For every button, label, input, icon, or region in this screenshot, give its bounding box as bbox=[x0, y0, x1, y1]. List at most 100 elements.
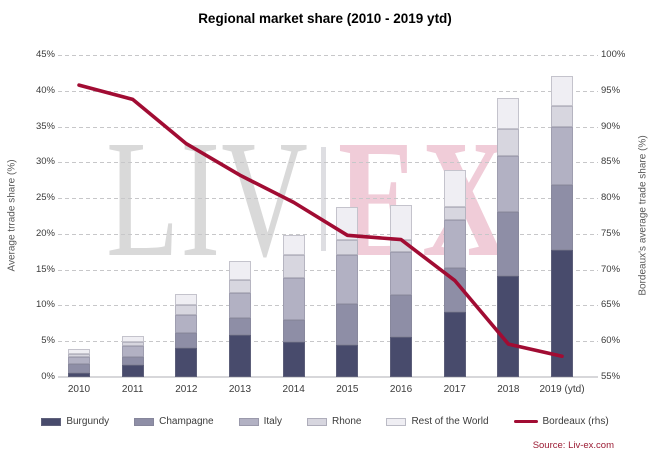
legend-color-swatch bbox=[134, 417, 155, 426]
legend: Burgundy Champagne Italy Rhone Rest of the W… bbox=[0, 416, 650, 427]
right-tick-label: 75% bbox=[601, 227, 621, 239]
right-tick-label: 90% bbox=[601, 120, 621, 132]
bar-segment-italy bbox=[497, 155, 520, 213]
left-tick-label: 35% bbox=[35, 120, 55, 132]
bar-segment-champagne bbox=[497, 212, 520, 277]
bar-segment-rhone bbox=[175, 305, 198, 315]
bar-segment-italy bbox=[229, 292, 251, 318]
bar-segment-rest-of-the-world bbox=[551, 75, 574, 106]
legend-item-champagne: Champagne bbox=[134, 416, 214, 427]
right-tick-label: 100% bbox=[601, 49, 626, 60]
gridline bbox=[58, 305, 598, 307]
bar-segment-burgundy bbox=[175, 348, 198, 377]
bordeaux-line bbox=[77, 83, 564, 359]
legend-color-swatch bbox=[386, 417, 407, 426]
right-tick-label: 70% bbox=[601, 263, 621, 275]
gridline bbox=[58, 162, 598, 164]
bar-segment-champagne bbox=[68, 364, 90, 373]
x-axis-label: 2011 bbox=[121, 384, 144, 395]
bar-segment-rest-of-the-world bbox=[68, 349, 90, 355]
gridline bbox=[58, 233, 598, 235]
gridline bbox=[58, 269, 598, 271]
legend-label: Rhone bbox=[331, 416, 362, 427]
bar-segment-champagne bbox=[551, 185, 574, 250]
bar-segment-rhone bbox=[497, 129, 520, 156]
bar-segment-italy bbox=[282, 278, 305, 320]
bar-segment-rhone bbox=[336, 240, 359, 255]
legend-label: Rest of the World bbox=[411, 416, 489, 427]
x-axis-label: 2015 bbox=[336, 384, 359, 395]
left-tick-label: 20% bbox=[35, 227, 55, 239]
x-axis-label: 2019 (ytd) bbox=[539, 384, 585, 395]
legend-label: Bordeaux (rhs) bbox=[542, 416, 609, 427]
bar-segment-rest-of-the-world bbox=[497, 97, 520, 130]
bar-segment-burgundy bbox=[121, 364, 144, 377]
bar-segment-italy bbox=[68, 356, 90, 365]
x-axis-label: 2014 bbox=[282, 384, 305, 395]
right-tick-label: 60% bbox=[601, 335, 621, 347]
bar-segment-champagne bbox=[121, 356, 144, 365]
x-axis-label: 2010 bbox=[67, 384, 91, 395]
bar-segment-rhone bbox=[443, 206, 466, 221]
x-axis-label: 2016 bbox=[389, 384, 413, 395]
left-axis-title: Average trrade share (%) bbox=[6, 159, 18, 272]
legend-item-bordeaux-rhs-: Bordeaux (rhs) bbox=[513, 416, 609, 427]
bar-segment-burgundy bbox=[551, 249, 574, 377]
gridline bbox=[58, 341, 598, 343]
gridline bbox=[58, 90, 598, 92]
bar-segment-rest-of-the-world bbox=[175, 294, 198, 306]
bar-segment-champagne bbox=[175, 333, 198, 349]
bar-segment-italy bbox=[551, 127, 574, 186]
bar-segment-champagne bbox=[336, 304, 359, 345]
bar-segment-burgundy bbox=[443, 311, 466, 377]
bar-segment-italy bbox=[121, 345, 144, 357]
right-tick-label: 80% bbox=[601, 192, 621, 204]
bar-segment-italy bbox=[443, 220, 466, 269]
gridline bbox=[58, 198, 598, 200]
bar-segment-italy bbox=[390, 251, 413, 296]
bar-segment-burgundy bbox=[336, 344, 359, 377]
right-tick-label: 55% bbox=[601, 371, 621, 382]
bar-segment-champagne bbox=[282, 319, 305, 342]
left-tick-label: 30% bbox=[35, 156, 55, 168]
bar-segment-rhone bbox=[551, 105, 574, 128]
legend-label: Champagne bbox=[159, 416, 214, 427]
x-axis-label: 2012 bbox=[175, 384, 198, 395]
legend-item-italy: Italy bbox=[238, 416, 282, 427]
legend-item-rhone: Rhone bbox=[306, 416, 362, 427]
legend-item-burgundy: Burgundy bbox=[41, 416, 109, 427]
right-tick-label: 85% bbox=[601, 156, 621, 168]
legend-label: Italy bbox=[263, 416, 282, 427]
bar-segment-rhone bbox=[121, 341, 144, 346]
x-axis-label: 2018 bbox=[497, 384, 520, 395]
x-axis-label: 2013 bbox=[228, 384, 252, 395]
gridline bbox=[58, 126, 598, 128]
legend-item-rest-of-the-world: Rest of the World bbox=[386, 416, 489, 427]
right-tick-label: 65% bbox=[601, 299, 621, 311]
bar-segment-rest-of-the-world bbox=[282, 235, 305, 256]
bar-segment-rest-of-the-world bbox=[229, 261, 251, 281]
bar-segment-rhone bbox=[68, 354, 90, 357]
x-axis-baseline bbox=[58, 376, 598, 378]
gridline bbox=[58, 55, 598, 56]
legend-label: Burgundy bbox=[66, 416, 110, 427]
bar-segment-rest-of-the-world bbox=[443, 170, 466, 207]
bar-segment-burgundy bbox=[229, 334, 251, 377]
legend-line-swatch bbox=[513, 420, 538, 423]
bar-segment-italy bbox=[175, 314, 198, 334]
bar-segment-burgundy bbox=[282, 341, 305, 377]
left-tick-label: 15% bbox=[35, 263, 55, 275]
left-tick-label: 45% bbox=[35, 49, 55, 60]
left-tick-label: 25% bbox=[35, 192, 55, 204]
left-tick-label: 0% bbox=[41, 371, 55, 382]
bar-segment-champagne bbox=[390, 295, 413, 337]
right-axis-title: Bordeaux's average trade share (%) bbox=[637, 135, 649, 296]
plot-area: LIV EX bbox=[58, 55, 598, 378]
bar-segment-burgundy bbox=[68, 372, 90, 377]
bar-segment-rest-of-the-world bbox=[121, 335, 144, 342]
left-tick-label: 40% bbox=[35, 84, 55, 96]
legend-color-swatch bbox=[41, 417, 62, 426]
bar-segment-burgundy bbox=[497, 276, 520, 377]
bar-segment-rhone bbox=[229, 280, 251, 293]
